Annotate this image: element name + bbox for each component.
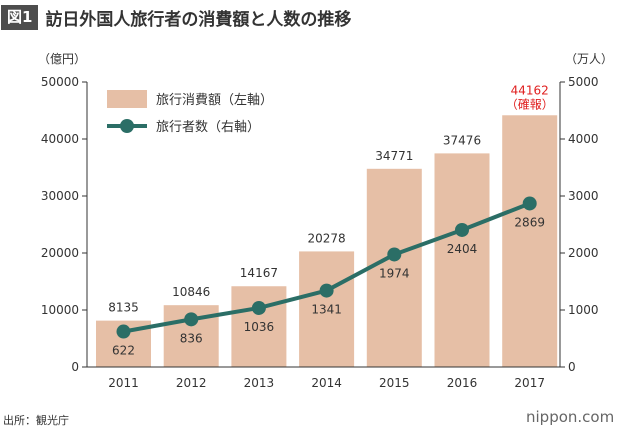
bar-annotation-label: （確報） xyxy=(506,96,554,111)
x-tick-label: 2014 xyxy=(311,376,342,390)
bar-value-label: 44162 xyxy=(511,83,549,97)
legend-line-label: 旅行者数（右軸） xyxy=(156,120,260,135)
left-axis-unit: （億円） xyxy=(38,52,87,66)
line-value-label: 2404 xyxy=(447,242,478,256)
bar-value-label: 10846 xyxy=(172,285,210,299)
source-note: 出所：観光庁 xyxy=(3,414,69,427)
legend-bar-label: 旅行消費額（左軸） xyxy=(156,93,273,108)
right-tick-label: 4000 xyxy=(568,132,599,146)
bar-value-label: 37476 xyxy=(443,133,481,147)
x-tick-label: 2015 xyxy=(379,376,410,390)
x-tick-label: 2013 xyxy=(244,376,275,390)
line-point-2016 xyxy=(455,222,469,237)
x-tick-label: 2011 xyxy=(108,376,139,390)
left-tick-label: 10000 xyxy=(41,303,79,317)
line-point-2013 xyxy=(251,300,266,315)
line-value-label: 1974 xyxy=(379,266,410,280)
figure-header: 図1 訪日外国人旅行者の消費額と人数の推移 xyxy=(0,0,351,34)
x-tick-label: 2016 xyxy=(447,376,478,390)
left-tick-label: 40000 xyxy=(41,132,79,146)
right-tick-label: 0 xyxy=(568,360,576,374)
left-tick-label: 0 xyxy=(71,360,79,374)
bar-value-label: 20278 xyxy=(308,231,346,245)
chart-title: 訪日外国人旅行者の消費額と人数の推移 xyxy=(45,9,352,30)
legend-bar-swatch xyxy=(107,90,147,108)
left-tick-label: 20000 xyxy=(41,246,79,260)
line-point-2011 xyxy=(116,324,131,339)
nippon-logo: nippon.com xyxy=(526,408,615,426)
bar-value-label: 34771 xyxy=(375,149,413,163)
right-tick-label: 2000 xyxy=(568,246,599,260)
bar-value-label: 8135 xyxy=(108,301,139,315)
legend-line-marker xyxy=(120,119,134,133)
bar-2016 xyxy=(434,153,490,367)
line-point-2017 xyxy=(522,196,537,211)
line-value-label: 1036 xyxy=(244,320,275,334)
right-axis-unit: （万人） xyxy=(565,52,614,66)
right-tick-label: 1000 xyxy=(568,303,599,317)
x-tick-label: 2012 xyxy=(176,376,207,390)
right-tick-label: 5000 xyxy=(568,75,599,89)
x-tick-label: 2017 xyxy=(514,376,545,390)
line-point-2015 xyxy=(387,247,402,262)
bar-2017 xyxy=(502,115,558,367)
line-value-label: 2869 xyxy=(514,215,545,229)
bar-2013 xyxy=(231,286,287,367)
line-value-label: 836 xyxy=(180,331,203,345)
line-point-2014 xyxy=(319,283,334,298)
line-value-label: 1341 xyxy=(311,303,342,317)
bar-2014 xyxy=(299,251,355,367)
left-tick-label: 30000 xyxy=(41,189,79,203)
right-tick-label: 3000 xyxy=(568,189,599,203)
bar-value-label: 14167 xyxy=(240,266,278,280)
line-value-label: 622 xyxy=(112,344,135,358)
bar-2015 xyxy=(366,168,422,367)
line-point-2012 xyxy=(184,312,199,327)
figure-badge: 図1 xyxy=(1,4,39,30)
left-tick-label: 50000 xyxy=(41,75,79,89)
